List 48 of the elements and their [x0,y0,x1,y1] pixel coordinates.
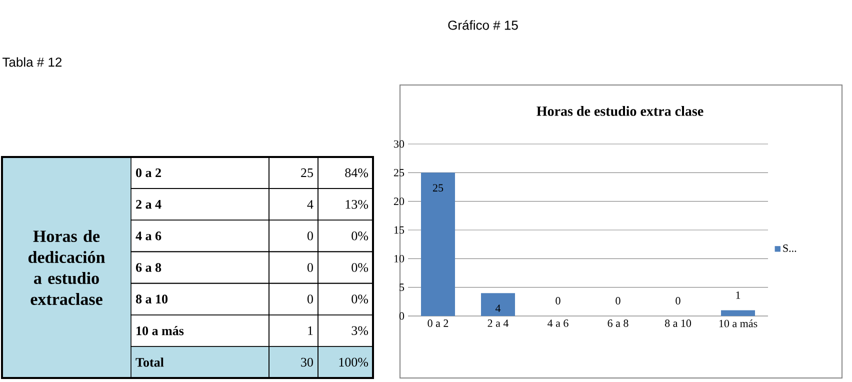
y-tick-label: 20 [394,198,404,206]
bar [421,172,456,316]
text: 1 [308,326,313,335]
text: 0% [352,263,368,272]
text: 2 a 4 [136,200,162,209]
text: 4 a 6 [136,232,162,240]
x-tick-label: 6 a 8 [608,320,628,327]
text: 30 [301,358,313,367]
text: 3% [352,326,368,336]
text: 0 [307,232,313,240]
bar [481,293,516,316]
text: 10 a más [136,326,184,336]
chart-title: Horas de estudio extra clase [536,106,704,116]
text: 13% [346,200,368,209]
text: Horas de dedicación a estudio extraclase [28,230,105,305]
text: 25 [301,168,313,178]
text: 0% [352,232,368,240]
text: Gráfico # 15 [448,20,518,30]
text: 8 a 10 [136,294,168,304]
data-label: 1 [736,291,740,299]
y-tick-label: 10 [394,254,404,262]
y-tick-label: 25 [394,168,404,176]
text: 0 a 2 [136,168,161,178]
text: 84% [345,168,368,178]
x-tick-label: 10 a más [719,320,758,328]
data-label: 4 [495,304,501,312]
data-label: 0 [616,297,620,304]
x-tick-label: 0 a 2 [428,320,448,327]
text: Total [136,358,164,367]
y-tick-label: 15 [394,226,404,234]
x-tick-label: 2 a 4 [488,320,509,327]
text: Tabla # 12 [2,57,62,67]
text: 100% [339,358,368,367]
data-label: 0 [676,297,680,304]
x-tick-label: 4 a 6 [548,320,568,327]
bar [721,310,756,316]
text: 0% [352,294,368,304]
y-tick-label: 30 [394,140,404,148]
text: 0 [307,263,313,272]
text: 4 [307,200,314,209]
y-tick-label: 5 [400,284,404,291]
text: 0 [307,294,313,304]
legend-label: S... [783,244,796,252]
x-tick-label: 8 a 10 [664,320,692,327]
y-tick-label: 0 [399,312,404,320]
data-label: 25 [432,184,444,192]
data-label: 0 [556,297,560,304]
text: 6 a 8 [136,263,162,272]
